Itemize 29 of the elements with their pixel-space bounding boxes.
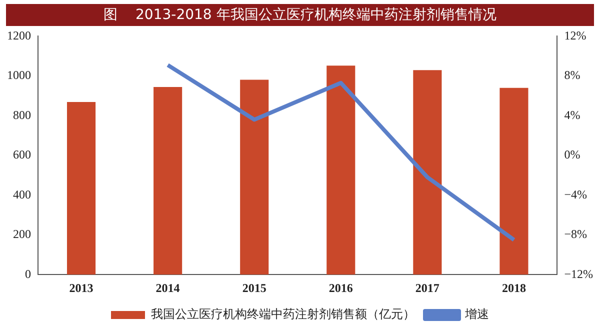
bar: [413, 70, 442, 275]
y2-tick-label: 12%: [564, 28, 586, 42]
chart-title: 图 2013-2018 年我国公立医疗机构终端中药注射剂销售情况: [6, 4, 594, 26]
x-tick-label: 2014: [156, 280, 180, 295]
y-tick-label: 600: [13, 148, 31, 162]
x-tick-label: 2016: [328, 280, 353, 295]
y-tick-label: 0: [25, 266, 31, 281]
y2-tick-label: 8%: [564, 68, 580, 82]
bar: [66, 102, 96, 275]
y-tick-label: 200: [13, 227, 31, 242]
y2-tick-label: 4%: [564, 108, 580, 122]
y-tick-label: 1200: [7, 28, 31, 42]
x-tick-label: 2015: [242, 280, 266, 295]
bar: [500, 88, 528, 275]
y-tick-label: 400: [13, 187, 31, 202]
x-tick-label: 2017: [415, 280, 440, 295]
y2-tick-label: 0%: [564, 148, 580, 162]
bar: [240, 80, 269, 275]
y-tick-label: 800: [13, 108, 31, 122]
y2-tick-label: −8%: [564, 227, 588, 242]
x-tick-label: 2018: [502, 280, 526, 295]
y2-tick-label: −12%: [564, 266, 594, 281]
x-tick-label: 2013: [69, 280, 94, 295]
bar: [154, 87, 182, 275]
bar: [326, 66, 356, 275]
legend-label: 我国公立医疗机构终端中药注射剂销售额（亿元）: [151, 307, 415, 322]
y2-tick-label: −4%: [564, 187, 588, 202]
y-tick-label: 1000: [7, 68, 31, 82]
legend-label: 增速: [464, 307, 489, 322]
